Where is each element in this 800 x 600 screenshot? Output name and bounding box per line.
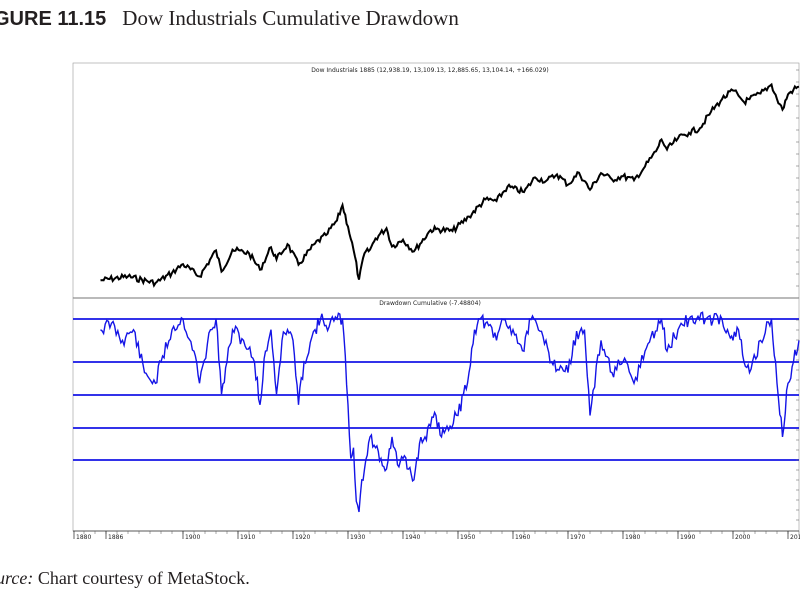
x-tick-label: 1990 [680,534,695,541]
x-tick-label: 1920 [295,534,310,541]
figure-title: GURE 11.15 Dow Industrials Cumulative Dra… [0,6,459,31]
price-panel-frame [72,62,800,299]
source-label: urce: [0,568,34,588]
price-series-line [100,82,800,288]
price-panel-title: Dow Industrials 1885 (12,938.19, 13,109.… [311,67,548,74]
x-tick-label: 2000 [735,534,750,541]
drawdown-series-line [100,311,800,513]
x-tick-label: 1930 [350,534,365,541]
x-tick-label: 1970 [570,534,585,541]
x-axis: 1880 1886 1900 1910 1920 1930 1940 1950 1960 1970… [73,530,800,541]
drawdown-panel-title: Drawdown Cumulative (-7.48804) [379,300,481,307]
x-tick-label: 1980 [625,534,640,541]
figure-title-text: Dow Industrials Cumulative Drawdown [122,6,459,30]
y-axis-right [796,69,799,521]
source-text: Chart courtesy of MetaStock. [37,568,250,588]
figure-number: GURE 11.15 [0,8,107,30]
x-tick-label: 1950 [460,534,475,541]
source-note: urce: Chart courtesy of MetaStock. [0,568,250,589]
x-tick-label: 1910 [240,534,255,541]
x-tick-label: 2010 [790,534,800,541]
x-tick-label: 1940 [405,534,420,541]
x-tick-label: 1900 [185,534,200,541]
x-tick-label: 1880 [76,534,91,541]
drawdown-reference-lines [73,318,799,461]
x-tick-label: 1960 [515,534,530,541]
x-tick-label: 1886 [108,534,123,541]
